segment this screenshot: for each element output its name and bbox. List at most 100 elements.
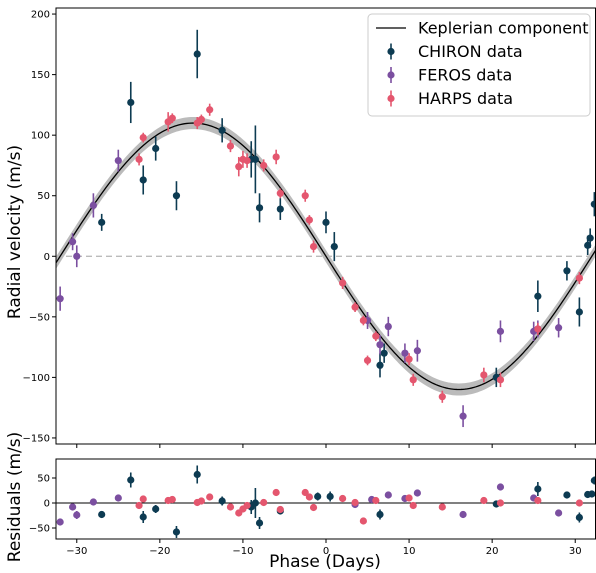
residual-data-points bbox=[56, 465, 596, 538]
feros-marker bbox=[401, 349, 409, 357]
chiron-marker bbox=[376, 510, 384, 519]
feros-marker bbox=[413, 347, 421, 355]
harps-marker bbox=[405, 355, 413, 363]
residual-harps-point bbox=[496, 499, 505, 507]
rv-chiron-point bbox=[534, 280, 542, 312]
residual-feros-point bbox=[555, 509, 563, 517]
rv-harps-point bbox=[372, 331, 380, 342]
legend-box bbox=[367, 13, 591, 117]
rv-chiron-point bbox=[127, 81, 135, 124]
rv-harps-point bbox=[409, 373, 417, 386]
y-axis-label-radial-velocity: Radial velocity (m/s) bbox=[5, 145, 25, 319]
harps-marker bbox=[409, 376, 417, 384]
rv-y-tick-label: −50 bbox=[29, 312, 50, 323]
chiron-marker bbox=[534, 485, 542, 493]
residual-chiron-point bbox=[534, 482, 542, 496]
harps-marker bbox=[409, 501, 417, 510]
rv-harps-point bbox=[272, 149, 280, 165]
feros-marker bbox=[69, 238, 77, 246]
rv-harps-point bbox=[235, 156, 243, 177]
radial-velocity-y-ticks: −150 −100 −50 0 50 100 150 200 bbox=[23, 10, 56, 444]
rv-harps-point bbox=[260, 159, 268, 172]
harps-marker bbox=[197, 497, 205, 505]
residuals-y-ticks: −50 0 50 bbox=[29, 474, 56, 535]
residuals-panel: −30 −20 −10 0 10 20 30 −50 0 50 bbox=[29, 458, 596, 557]
residual-chiron-point bbox=[98, 510, 106, 519]
rv-chiron-point bbox=[586, 228, 594, 248]
keplerian-model-curve bbox=[56, 122, 596, 391]
harps-marker bbox=[405, 494, 413, 502]
residual-harps-point bbox=[197, 497, 205, 505]
legend: Keplerian component CHIRON data FEROS data… bbox=[367, 13, 591, 117]
feros-marker bbox=[73, 511, 81, 519]
residual-harps-point bbox=[359, 517, 367, 525]
rv-harps-point bbox=[534, 322, 542, 335]
residuals-axes-frame bbox=[55, 458, 596, 540]
feros-marker bbox=[384, 491, 392, 499]
feros-marker bbox=[496, 483, 505, 491]
residual-feros-point bbox=[73, 511, 81, 519]
model-line bbox=[56, 122, 596, 391]
rv-harps-point bbox=[206, 103, 214, 116]
legend-entry-feros: FEROS data bbox=[387, 66, 512, 85]
feros-marker bbox=[56, 518, 64, 526]
legend-marker-swatch bbox=[387, 47, 395, 56]
rv-feros-point bbox=[114, 149, 122, 172]
chiron-marker bbox=[98, 218, 106, 226]
residual-chiron-point bbox=[172, 526, 181, 538]
rv-chiron-point bbox=[590, 192, 596, 217]
residual-harps-point bbox=[260, 498, 268, 507]
residual-harps-point bbox=[139, 495, 147, 503]
residual-harps-point bbox=[168, 495, 176, 504]
residual-harps-point bbox=[438, 503, 446, 511]
harps-marker bbox=[272, 488, 280, 497]
harps-marker bbox=[480, 371, 488, 379]
chiron-marker bbox=[575, 513, 583, 522]
harps-marker bbox=[135, 155, 143, 163]
harps-marker bbox=[260, 161, 268, 170]
rv-chiron-point bbox=[276, 198, 284, 220]
harps-marker bbox=[438, 503, 446, 511]
rv-harps-point bbox=[309, 240, 318, 253]
residual-chiron-point bbox=[193, 465, 201, 484]
rv-feros-point bbox=[89, 193, 97, 218]
harps-marker bbox=[305, 493, 313, 501]
rv-chiron-point bbox=[251, 125, 259, 194]
harps-marker bbox=[226, 142, 235, 150]
residuals-x-ticks: −30 −20 −10 0 10 20 30 bbox=[66, 539, 582, 557]
residual-harps-point bbox=[226, 503, 235, 511]
chiron-marker bbox=[586, 234, 594, 242]
residual-harps-point bbox=[305, 493, 313, 501]
legend-label: HARPS data bbox=[418, 89, 513, 108]
rv-feros-point bbox=[401, 343, 409, 363]
residual-chiron-point bbox=[127, 472, 135, 488]
feros-marker bbox=[114, 494, 122, 502]
chiron-marker bbox=[563, 491, 571, 499]
radial-velocity-x-ticks bbox=[76, 444, 576, 448]
residual-feros-point bbox=[114, 494, 122, 502]
chiron-marker bbox=[251, 155, 259, 163]
rv-harps-point bbox=[405, 353, 413, 366]
rv-chiron-point bbox=[376, 353, 384, 378]
legend-entry-keplerian: Keplerian component bbox=[376, 19, 589, 38]
harps-marker bbox=[363, 356, 372, 365]
rv-chiron-point bbox=[172, 181, 181, 211]
rv-chiron-point bbox=[563, 261, 571, 281]
residual-harps-point bbox=[405, 494, 413, 502]
rv-feros-point bbox=[555, 318, 563, 338]
rv-y-tick-label: 50 bbox=[37, 191, 50, 202]
rv-feros-point bbox=[459, 405, 467, 428]
residual-x-tick-label: 30 bbox=[569, 546, 582, 557]
chiron-marker bbox=[588, 490, 596, 498]
legend-entry-harps: HARPS data bbox=[387, 89, 513, 108]
harps-marker bbox=[139, 133, 147, 142]
harps-marker bbox=[168, 114, 176, 122]
feros-marker bbox=[496, 327, 505, 335]
chiron-marker bbox=[127, 98, 135, 107]
rv-harps-point bbox=[575, 272, 583, 285]
chiron-marker bbox=[139, 176, 147, 184]
rv-harps-point bbox=[301, 189, 309, 202]
rv-y-tick-label: −150 bbox=[23, 433, 50, 444]
harps-marker bbox=[305, 216, 313, 224]
